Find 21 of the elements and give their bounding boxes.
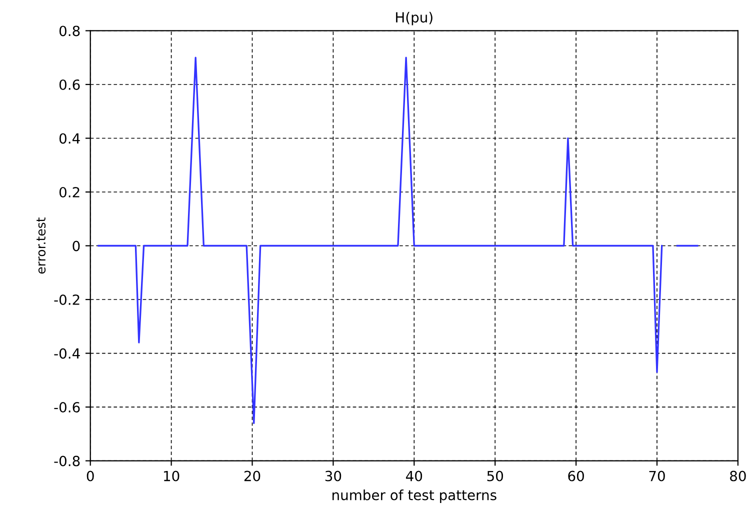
x-tick-label: 80 [730, 470, 746, 482]
x-tick-label: 0 [86, 470, 94, 482]
x-tick-label: 50 [487, 470, 504, 482]
y-tick-label: -0.6 [54, 402, 80, 413]
y-tick-label: 0.8 [59, 26, 80, 36]
y-tick-label: -0.8 [54, 456, 80, 466]
x-tick-label: 70 [649, 470, 665, 482]
x-tick-label: 30 [325, 470, 342, 482]
y-tick-label: 0.2 [59, 186, 80, 198]
y-tick-label: 0.6 [59, 79, 80, 90]
chart-title: H(pu) [396, 12, 432, 26]
y-tick-label: -0.2 [54, 294, 80, 305]
x-axis-title: number of test patterns [332, 490, 496, 503]
x-tick-label: 60 [568, 470, 584, 482]
y-tick-label: 0 [72, 240, 80, 252]
y-axis-title: error.test [36, 218, 46, 274]
x-tick-label: 40 [406, 470, 422, 482]
x-tick-label: 20 [244, 470, 260, 482]
x-tick-label: 10 [164, 470, 180, 482]
y-tick-label: 0.4 [59, 133, 80, 144]
y-tick-label: -0.4 [54, 348, 80, 359]
